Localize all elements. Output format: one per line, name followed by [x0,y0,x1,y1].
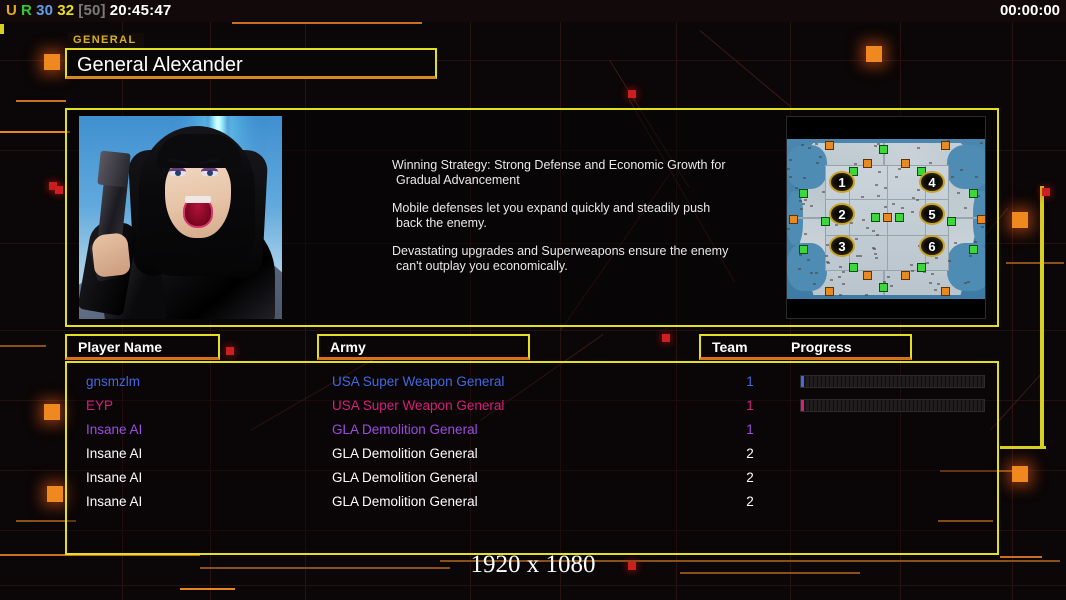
player-name-cell: Insane AI [86,418,142,442]
general-tag-label: GENERAL [68,33,144,48]
player-army-cell: USA Super Weapon General [332,370,504,394]
table-row[interactable]: EYP USA Super Weapon General 1 [67,394,1001,418]
general-info-panel: Winning Strategy: Strong Defense and Eco… [65,108,999,327]
hud-r: R [21,2,32,19]
player-team-cell: 1 [739,418,761,442]
player-army-cell: USA Super Weapon General [332,394,504,418]
hud-fps: 30 [36,2,53,19]
map-start-position-5: 5 [919,203,945,225]
player-army-cell: GLA Demolition General [332,418,478,442]
map-start-position-1: 1 [829,171,855,193]
player-team-cell: 2 [739,466,761,490]
player-army-cell: GLA Demolition General [332,442,478,466]
table-row[interactable]: Insane AI GLA Demolition General 1 [67,418,1001,442]
game-lobby-screen: U R 30 32 [50] 20:45:47 00:00:00 GENERAL Gene… [0,0,1066,600]
player-army-cell: GLA Demolition General [332,490,478,514]
player-name-cell: gnsmzlm [86,370,140,394]
hud-clock: 20:45:47 [110,2,172,19]
column-header-player-name: Player Name [65,334,220,360]
player-progress-bar [800,399,985,412]
player-team-cell: 2 [739,490,761,514]
player-team-cell: 1 [739,370,761,394]
column-header-army: Army [317,334,530,360]
map-start-position-6: 6 [919,235,945,257]
map-start-position-2: 2 [829,203,855,225]
hud-ping-max: [50] [78,2,105,19]
table-row[interactable]: gnsmzlm USA Super Weapon General 1 [67,370,1001,394]
strategy-line-1: Winning Strategy: Strong Defense and Eco… [392,158,732,188]
player-army-cell: GLA Demolition General [332,466,478,490]
player-name-cell: Insane AI [86,442,142,466]
match-timer: 00:00:00 [1000,2,1060,20]
player-name-header-label: Player Name [78,338,162,357]
top-status-bar: U R 30 32 [50] 20:45:47 00:00:00 [0,0,1066,22]
map-start-position-4: 4 [919,171,945,193]
army-header-label: Army [330,338,366,357]
hud-readout: U R 30 32 [50] 20:45:47 [6,2,175,20]
strategy-description: Winning Strategy: Strong Defense and Eco… [392,158,732,274]
table-row[interactable]: Insane AI GLA Demolition General 2 [67,490,1001,514]
map-start-position-3: 3 [829,235,855,257]
player-name-cell: Insane AI [86,490,142,514]
player-name-cell: Insane AI [86,466,142,490]
general-name-text: General Alexander [77,53,243,77]
map-preview[interactable]: 1 2 3 4 5 6 [786,116,986,319]
general-name-box[interactable]: General Alexander [65,48,437,79]
strategy-line-2: Mobile defenses let you expand quickly a… [392,201,732,231]
strategy-line-3: Devastating upgrades and Superweapons en… [392,244,732,274]
progress-header-label: Progress [791,338,852,357]
column-header-team-progress: Team Progress [699,334,912,360]
player-team-cell: 1 [739,394,761,418]
player-list-panel: gnsmzlm USA Super Weapon General 1 EYP USA S… [65,361,999,555]
player-team-cell: 2 [739,442,761,466]
hud-u: U [6,2,17,19]
player-progress-bar [800,375,985,388]
table-row[interactable]: Insane AI GLA Demolition General 2 [67,466,1001,490]
general-portrait-image [79,116,282,319]
resolution-label: 1920 x 1080 [0,551,1066,579]
table-row[interactable]: Insane AI GLA Demolition General 2 [67,442,1001,466]
hud-ping: 32 [57,2,74,19]
team-header-label: Team [712,338,748,357]
player-name-cell: EYP [86,394,113,418]
